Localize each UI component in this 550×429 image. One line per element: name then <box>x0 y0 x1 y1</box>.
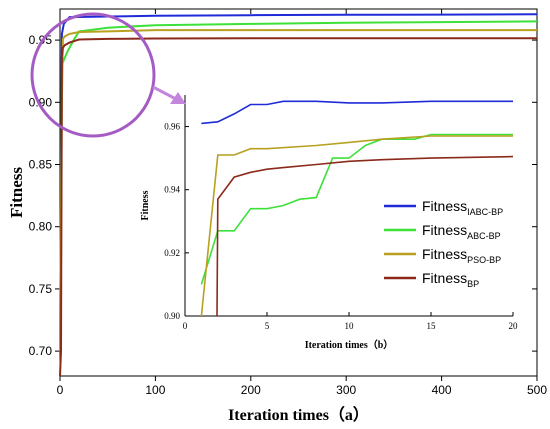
main-y-tick-label: 0.70 <box>29 344 53 358</box>
main-x-tick-label: 400 <box>432 383 452 397</box>
inset-y-axis-label: Fitness <box>140 190 151 220</box>
main-x-tick-label: 100 <box>145 383 165 397</box>
legend-label-subscript: ABC-BP <box>467 231 501 241</box>
legend-label-0: FitnessIABC-BP <box>422 198 503 217</box>
inset-y-tick-label: 0.92 <box>164 248 180 258</box>
inset-x-tick-label: 10 <box>345 321 355 331</box>
inset-x-tick-label: 0 <box>183 321 188 331</box>
inset-x-tick-label: 5 <box>265 321 270 331</box>
inset-x-tick-label: 20 <box>509 321 519 331</box>
inset-panel: 0 5 10 15 20 0.90 0.92 0.94 0.96 Iteration times（… <box>140 88 532 352</box>
inset-series-line-0 <box>201 100 513 125</box>
zoom-arrow-head <box>170 92 186 104</box>
main-y-tick-label: 0.85 <box>29 158 53 172</box>
main-x-axis-label: Iteration times（a） <box>228 406 369 424</box>
main-y-tick-label: 0.80 <box>29 220 53 234</box>
main-series-line-0 <box>59 13 538 352</box>
inset-series-line-2 <box>200 135 513 316</box>
inset-background <box>162 88 532 352</box>
legend-label-1: FitnessABC-BP <box>422 222 501 241</box>
main-x-tick-label: 300 <box>336 383 356 397</box>
main-x-tick-label: 0 <box>57 383 64 397</box>
main-series-line-3 <box>59 37 537 377</box>
main-x-tick-label: 200 <box>241 383 261 397</box>
zoom-marks <box>30 12 186 138</box>
legend-label-main: Fitness <box>422 246 467 262</box>
legend-label-subscript: IABC-BP <box>467 207 503 217</box>
inset-y-tick-label: 0.94 <box>164 185 180 195</box>
legend-label-2: FitnessPSO-BP <box>422 246 501 265</box>
legend-label-main: Fitness <box>422 270 467 286</box>
main-y-tick-label: 0.75 <box>29 282 53 296</box>
legend-label-main: Fitness <box>422 222 467 238</box>
legend-label-subscript: PSO-BP <box>467 255 501 265</box>
inset-y-tick-label: 0.90 <box>164 311 180 321</box>
legend-label-main: Fitness <box>422 198 467 214</box>
main-x-tick-label: 500 <box>527 383 547 397</box>
inset-y-tick-label: 0.96 <box>164 122 180 132</box>
main-y-tick-label: 0.90 <box>29 95 53 109</box>
zoom-circle <box>30 12 156 138</box>
inset-x-axis-label: Iteration times（b） <box>305 338 394 351</box>
inset-x-tick-label: 15 <box>427 321 437 331</box>
main-panel: 0 100 200 300 400 5000.700.750.800.850.900.95… <box>7 8 547 424</box>
main-y-axis-label: Fitness <box>7 167 26 218</box>
inset-series-line-1 <box>200 133 513 285</box>
zoom-arrow-shaft <box>152 85 177 101</box>
inset-series-line-3 <box>216 155 514 316</box>
legend-label-3: FitnessBP <box>422 270 479 289</box>
legend-label-subscript: BP <box>467 279 479 289</box>
